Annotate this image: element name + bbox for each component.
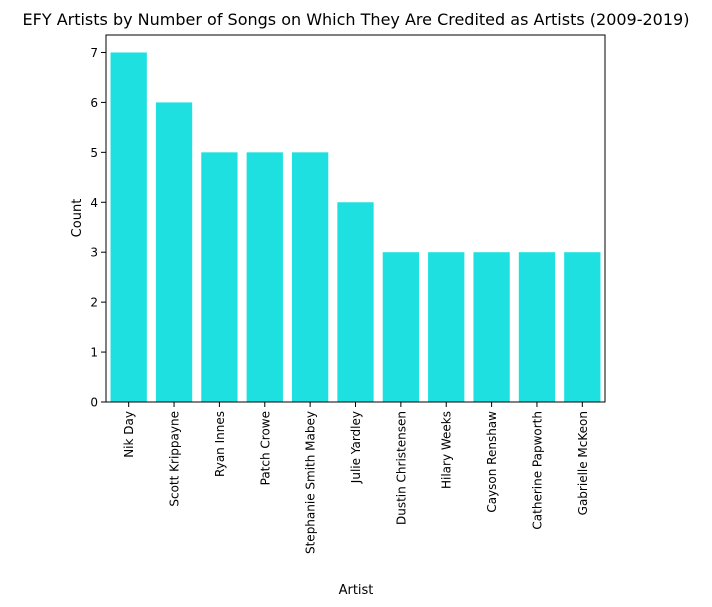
x-tick-label: Nik Day bbox=[122, 411, 136, 458]
y-tick-label: 2 bbox=[90, 296, 98, 310]
bar bbox=[201, 152, 238, 402]
x-tick-label: Hilary Weeks bbox=[440, 411, 454, 489]
bar bbox=[155, 102, 193, 402]
x-tick-label: Stephanie Smith Mabey bbox=[304, 411, 318, 554]
x-axis-label: Artist bbox=[339, 583, 374, 598]
bar bbox=[428, 252, 465, 402]
y-axis-label: Count bbox=[70, 199, 85, 238]
y-tick-label: 0 bbox=[90, 396, 98, 410]
bar bbox=[564, 252, 601, 402]
y-tick-label: 4 bbox=[90, 196, 98, 210]
bar bbox=[473, 252, 510, 402]
x-axis: Nik Day Scott Krippayne Ryan Innes Patch Cr… bbox=[122, 402, 590, 554]
bar bbox=[337, 202, 374, 402]
bars-group bbox=[110, 52, 601, 402]
bar bbox=[518, 252, 556, 402]
x-tick-label: Patch Crowe bbox=[258, 411, 272, 485]
bar bbox=[291, 152, 329, 402]
chart-title: EFY Artists by Number of Songs on Which … bbox=[23, 10, 690, 29]
x-tick-label: Catherine Papworth bbox=[530, 411, 544, 530]
y-tick-label: 5 bbox=[90, 146, 98, 160]
bar bbox=[246, 152, 283, 402]
x-tick-label: Dustin Christensen bbox=[394, 411, 408, 525]
bar bbox=[382, 252, 420, 402]
y-tick-label: 6 bbox=[90, 96, 98, 110]
x-tick-label: Gabrielle McKeon bbox=[576, 411, 590, 515]
x-tick-label: Julie Yardley bbox=[349, 411, 363, 484]
x-tick-label: Ryan Innes bbox=[213, 411, 227, 477]
plot-frame bbox=[105, 34, 606, 403]
x-tick-label: Cayson Renshaw bbox=[485, 411, 499, 513]
x-tick-label: Scott Krippayne bbox=[168, 411, 182, 507]
y-axis: 0 1 2 3 4 5 6 7 bbox=[90, 46, 106, 410]
y-tick-label: 3 bbox=[90, 246, 98, 260]
y-tick-label: 1 bbox=[90, 346, 98, 360]
y-tick-label: 7 bbox=[90, 46, 98, 60]
bar bbox=[110, 52, 147, 402]
